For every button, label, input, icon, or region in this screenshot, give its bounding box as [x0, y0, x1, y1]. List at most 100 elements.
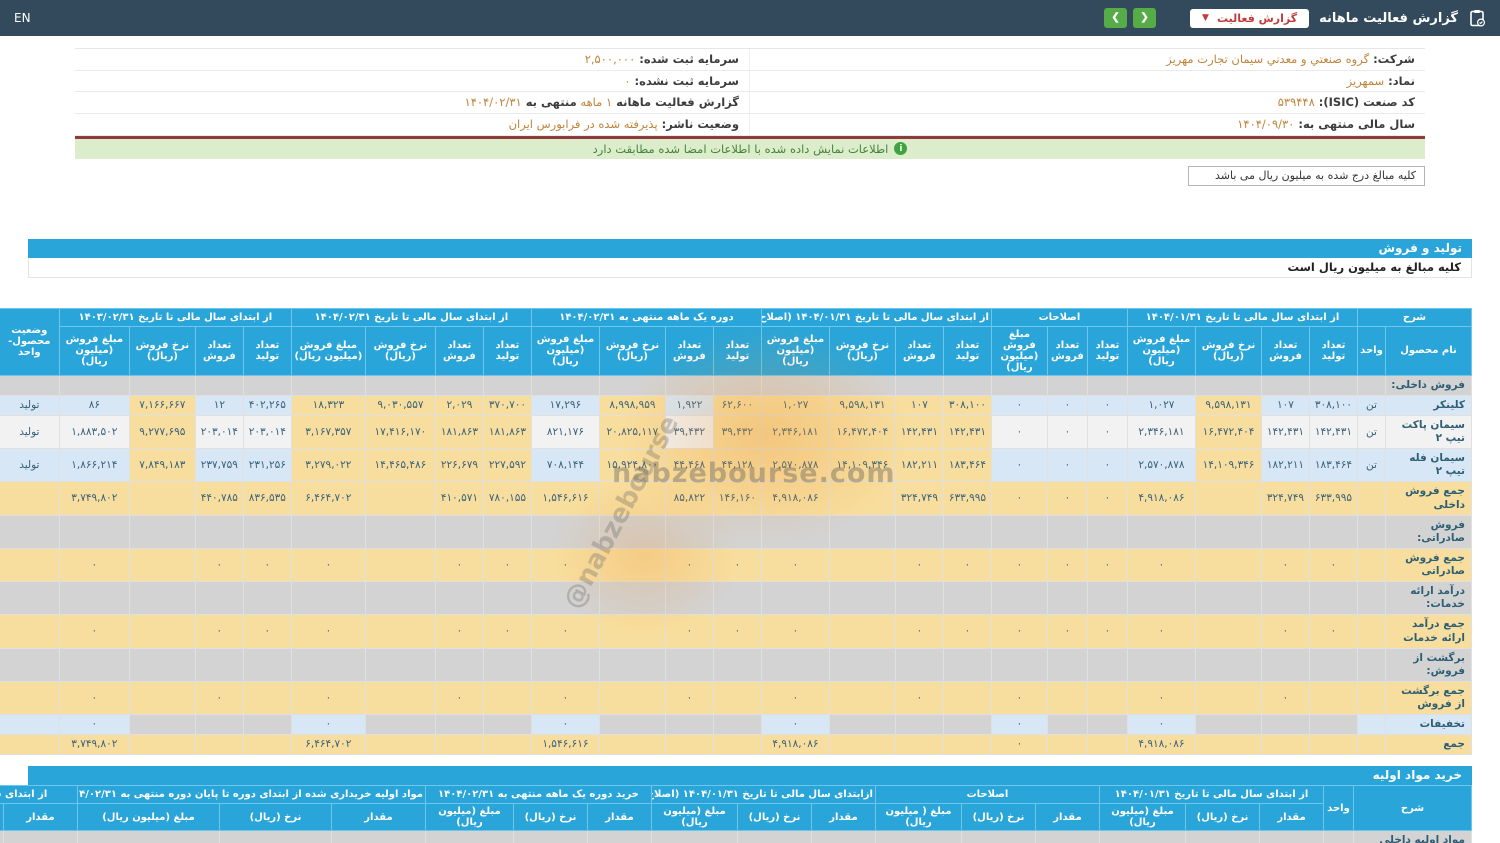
table-row: جمع برگشت از فروش ۰ ۰ ۰ ۰ ۰ ۰ ۰ ۰ ۰ ۰ ۰ — [0, 680, 1472, 716]
section-cell — [736, 830, 812, 843]
nav-next-button[interactable]: ❮ — [1133, 8, 1157, 28]
data-cell — [664, 714, 714, 736]
data-cell: ۲۳۷,۷۵۹ — [194, 448, 244, 483]
column-header: مبلغ فروش (میلیون ریال) — [1126, 325, 1196, 376]
column-header: واحد — [1356, 325, 1387, 376]
column-group-header: از ابتدای سال مالی تا تاریخ ۱۴۰۳/۰۲/۳۱ — [58, 307, 292, 327]
data-cell: ۶۳۳,۹۹۵ — [942, 481, 992, 516]
section-cell — [1046, 514, 1088, 549]
data-cell: ۲,۵۷۰,۸۷۸ — [760, 448, 830, 483]
data-cell: ۶,۴۶۴,۷۰۲ — [290, 734, 366, 756]
data-cell — [1308, 714, 1358, 736]
data-cell: ۲۳۱,۲۵۶ — [242, 448, 292, 483]
production-sales-table: شرح از ابتدای سال مالی تا تاریخ ۱۴۰۴/۰۱/۳… — [0, 307, 1473, 756]
product-name-cell: سیمان فله تیپ ۲ — [1385, 448, 1472, 483]
section-cell — [828, 374, 896, 396]
raw-material-purchase-title: خرید مواد اولیه — [28, 766, 1472, 786]
section-cell — [218, 830, 332, 843]
data-cell — [1194, 614, 1262, 649]
info-icon: i — [894, 142, 908, 156]
data-cell: ۱,۰۲۷ — [760, 394, 830, 416]
data-cell: ۰ — [1046, 547, 1088, 583]
nav-prev-button[interactable]: ❯ — [1104, 8, 1128, 28]
data-cell — [598, 680, 666, 716]
section-cell — [58, 647, 130, 682]
data-cell — [434, 714, 484, 736]
section-cell — [828, 647, 896, 682]
data-cell — [942, 680, 992, 716]
section-cell — [810, 830, 876, 843]
status-cell: تولید — [0, 394, 60, 416]
column-header: مبلغ (میلیون ریال) — [1098, 803, 1187, 832]
info-value: ۵۳۹۴۴۸ — [1277, 95, 1315, 110]
data-cell: ۰ — [242, 614, 292, 649]
column-header: مبلغ فروش (میلیون ریال) — [290, 325, 366, 376]
unit-cell: تن — [1356, 448, 1387, 483]
data-cell: ۰ — [1046, 394, 1088, 416]
column-header: تعداد تولید — [1308, 325, 1358, 376]
section-cell — [598, 374, 666, 396]
section-cell — [990, 581, 1048, 616]
report-nav: ❮ ❯ — [1104, 8, 1157, 28]
data-cell: ۰ — [242, 547, 292, 583]
data-cell — [828, 680, 896, 716]
data-cell — [128, 734, 196, 756]
column-header: نرخ (ریال) — [960, 803, 1036, 832]
page-title: گزارش فعالیت ماهانه — [1319, 10, 1458, 26]
column-header: تعداد فروش — [1046, 325, 1088, 376]
data-cell: ۰ — [1260, 614, 1310, 649]
section-cell — [960, 830, 1036, 843]
data-cell: ۰ — [990, 614, 1048, 649]
data-cell — [1194, 680, 1262, 716]
section-cell — [364, 514, 436, 549]
section-cell — [664, 514, 714, 549]
section-row: فروش داخلی: — [0, 374, 1472, 396]
data-cell: ۰ — [1046, 448, 1088, 483]
info-label: گزارش فعالیت ماهانه — [612, 95, 739, 110]
column-group-header: اصلاحات — [874, 785, 1100, 805]
data-cell: ۱۴,۱۰۹,۳۴۶ — [1194, 448, 1262, 483]
info-value: پذیرفته شده در فرابورس ایران — [508, 117, 658, 132]
section-cell — [434, 581, 484, 616]
section-cell — [58, 514, 130, 549]
section-cell — [1194, 514, 1262, 549]
product-name-cell: جمع درآمد ارائه خدمات — [1385, 614, 1472, 649]
section-cell — [1356, 514, 1387, 549]
data-cell: ۲۰۳,۰۱۴ — [194, 414, 244, 450]
info-row: سرمایه ثبت شده: ۲,۵۰۰,۰۰۰ — [75, 49, 750, 71]
data-cell: ۳۰۸,۱۰۰ — [942, 394, 992, 416]
data-cell: ۱۲ — [194, 394, 244, 416]
status-cell — [0, 481, 60, 516]
section-cell — [1308, 647, 1358, 682]
section-label: درآمد ارائه خدمات: — [1385, 581, 1472, 616]
section-cell — [1086, 581, 1128, 616]
report-type-dropdown[interactable]: گزارش فعالیت ▼ — [1190, 8, 1310, 28]
data-cell — [1086, 680, 1128, 716]
info-row: نماد: سمهريز — [750, 71, 1425, 93]
data-cell: ۳۹,۴۳۲ — [712, 414, 762, 450]
info-value: گروه صنعتي و معدني سيمان تجارت مهريز — [1166, 52, 1370, 66]
column-header: تعداد فروش — [894, 325, 944, 376]
column-header: نرخ (ریال) — [736, 803, 812, 832]
column-group-header: وضعیت محصول-واحد — [0, 307, 60, 376]
data-cell: ۰ — [894, 680, 944, 716]
data-cell — [1046, 714, 1088, 736]
info-label: سرمایه ثبت نشده: — [630, 73, 739, 88]
status-cell — [0, 734, 60, 756]
data-cell — [712, 714, 762, 736]
section-cell — [482, 514, 532, 549]
data-cell — [194, 734, 244, 756]
section-cell — [194, 514, 244, 549]
section-cell — [482, 647, 532, 682]
data-cell: ۱۴۶,۱۶۰ — [712, 481, 762, 516]
column-header: تعداد فروش — [1260, 325, 1310, 376]
section-label: برگشت از فروش: — [1385, 647, 1472, 682]
info-value: ۰ — [624, 73, 631, 88]
section-cell — [194, 581, 244, 616]
section-cell — [1308, 514, 1358, 549]
language-toggle[interactable]: EN — [14, 11, 31, 25]
data-cell: ۱۶,۴۷۲,۴۰۴ — [828, 414, 896, 450]
info-row: گزارش فعالیت ماهانه ۱ ماهه منتهی به ۱۴۰۴… — [75, 92, 750, 115]
section-cell — [290, 581, 366, 616]
section-cell — [424, 830, 514, 843]
